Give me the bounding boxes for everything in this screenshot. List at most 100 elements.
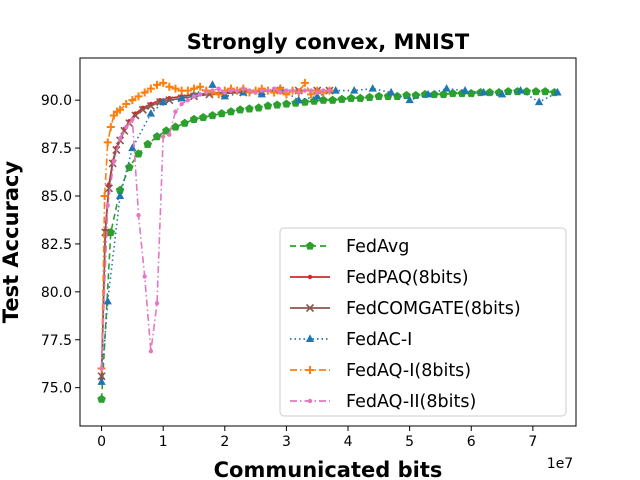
legend: FedAvg FedPAQ(8bits) FedCOMGATE(8bits) FedA… bbox=[279, 227, 567, 417]
y-tick-label: 82.5 bbox=[41, 237, 72, 253]
data-point bbox=[185, 97, 191, 103]
y-axis-label: Test Accuracy bbox=[0, 161, 23, 324]
data-point bbox=[189, 84, 198, 93]
legend-swatch-marker bbox=[305, 303, 315, 313]
data-point bbox=[208, 110, 217, 120]
legend-swatch-marker bbox=[305, 334, 315, 342]
data-point bbox=[278, 90, 283, 95]
data-point bbox=[111, 159, 117, 164]
data-point bbox=[327, 88, 332, 93]
data-point bbox=[302, 88, 308, 93]
data-point bbox=[331, 85, 340, 94]
data-point bbox=[282, 99, 291, 108]
series-line bbox=[100, 84, 558, 382]
data-point bbox=[429, 89, 439, 99]
data-point bbox=[387, 87, 396, 96]
x-axis-ticks: 0 1 2 3 4 5 6 7 bbox=[97, 426, 537, 450]
data-point bbox=[146, 108, 155, 117]
data-point bbox=[136, 212, 141, 218]
data-point bbox=[308, 88, 314, 93]
data-point bbox=[479, 87, 488, 96]
data-point bbox=[423, 89, 433, 98]
x-tick-label: 2 bbox=[220, 434, 229, 450]
data-point bbox=[104, 184, 114, 193]
data-point bbox=[100, 192, 109, 200]
data-point bbox=[214, 90, 223, 99]
legend-label: FedCOMGATE(8bits) bbox=[346, 299, 521, 319]
legend-label: FedAC-I bbox=[346, 330, 412, 350]
data-point bbox=[128, 143, 137, 152]
data-point bbox=[180, 118, 190, 127]
data-point bbox=[198, 112, 208, 122]
data-point bbox=[368, 84, 377, 92]
data-point bbox=[189, 114, 199, 123]
data-point bbox=[346, 93, 356, 102]
y-tick-label: 80.0 bbox=[41, 285, 72, 301]
data-point bbox=[148, 349, 154, 354]
data-point bbox=[485, 87, 495, 97]
data-point bbox=[337, 94, 347, 103]
data-point bbox=[284, 88, 289, 93]
chart-title: Strongly convex, MNIST bbox=[187, 30, 470, 54]
data-point bbox=[142, 274, 147, 279]
data-point bbox=[228, 88, 234, 93]
data-point bbox=[259, 88, 264, 93]
legend-label: FedAQ-II(8bits) bbox=[346, 392, 476, 412]
x-tick-label: 7 bbox=[528, 434, 537, 450]
data-point bbox=[161, 126, 171, 135]
data-point bbox=[405, 95, 414, 104]
data-point bbox=[165, 82, 174, 91]
data-point bbox=[183, 86, 192, 95]
data-point bbox=[204, 90, 209, 95]
series-line bbox=[100, 82, 330, 369]
series-layer bbox=[97, 78, 562, 403]
data-point bbox=[171, 84, 180, 93]
x-axis-multiplier: 1e7 bbox=[547, 456, 573, 472]
data-point bbox=[97, 377, 106, 385]
data-point bbox=[196, 82, 205, 91]
x-axis-label: Communicated bits bbox=[214, 458, 443, 480]
x-tick-label: 4 bbox=[344, 434, 353, 450]
data-point bbox=[313, 91, 322, 100]
y-tick-label: 90.0 bbox=[41, 93, 72, 109]
data-point bbox=[152, 132, 162, 141]
legend-item: FedAC-I bbox=[290, 330, 412, 350]
data-point bbox=[294, 95, 303, 104]
data-point bbox=[160, 134, 166, 139]
data-point bbox=[516, 85, 525, 94]
legend-box bbox=[279, 227, 567, 417]
data-point bbox=[105, 203, 110, 208]
data-point bbox=[257, 89, 266, 98]
data-point bbox=[272, 100, 282, 109]
data-point bbox=[165, 96, 174, 105]
data-point bbox=[540, 87, 550, 96]
data-point bbox=[216, 86, 221, 91]
data-point bbox=[103, 138, 112, 147]
legend-swatch-marker bbox=[307, 398, 313, 404]
x-tick-label: 1 bbox=[159, 434, 168, 450]
legend-item: FedPAQ(8bits) bbox=[290, 268, 469, 288]
data-point bbox=[300, 78, 309, 87]
data-point bbox=[99, 366, 104, 371]
data-point bbox=[328, 95, 337, 104]
data-point bbox=[116, 105, 125, 114]
data-point bbox=[125, 162, 134, 171]
data-point bbox=[241, 86, 246, 91]
legend-label: FedPAQ(8bits) bbox=[346, 268, 469, 288]
data-point bbox=[226, 107, 236, 116]
data-point bbox=[159, 97, 168, 106]
data-point bbox=[146, 84, 155, 93]
data-point bbox=[442, 84, 451, 92]
data-point bbox=[265, 88, 271, 93]
data-point bbox=[143, 139, 153, 148]
data-point bbox=[553, 87, 562, 96]
data-point bbox=[247, 88, 252, 93]
data-point bbox=[124, 124, 129, 130]
data-point bbox=[448, 88, 458, 98]
data-point bbox=[103, 296, 112, 305]
data-point bbox=[97, 394, 106, 403]
legend-item: FedAQ-I(8bits) bbox=[290, 361, 471, 381]
data-point bbox=[106, 123, 115, 131]
data-point bbox=[191, 94, 197, 99]
y-tick-label: 75.0 bbox=[41, 381, 72, 397]
